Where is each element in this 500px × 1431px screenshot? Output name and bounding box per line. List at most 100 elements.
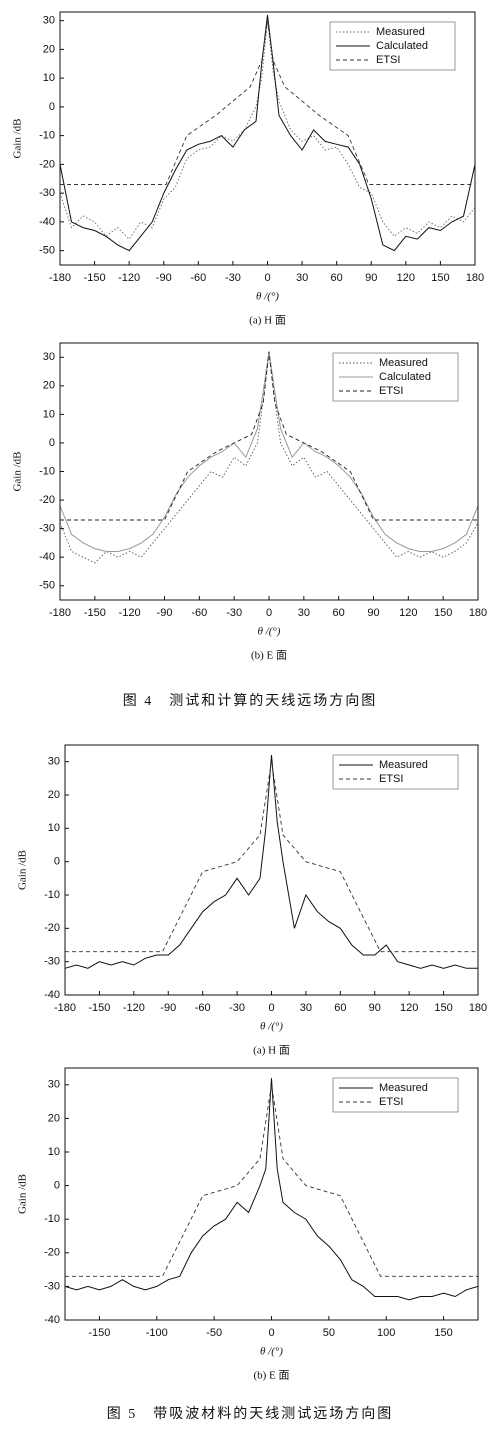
chart-caption: (b) E 面 (251, 650, 287, 662)
figure-caption: 图 4 测试和计算的天线远场方向图 (123, 693, 378, 709)
y-tick-label: -30 (44, 956, 60, 968)
x-tick-label: -90 (157, 607, 173, 619)
y-tick-label: -10 (39, 130, 55, 142)
y-tick-label: 0 (54, 856, 60, 868)
series-line (65, 1084, 478, 1277)
legend-box (332, 1077, 459, 1113)
series-line (59, 14, 476, 252)
x-tick-label: -90 (160, 1002, 176, 1014)
series-line (65, 761, 478, 953)
y-tick-label: -10 (44, 889, 60, 901)
y-tick-label: 20 (43, 43, 55, 55)
y-tick-label: 30 (43, 351, 55, 363)
x-tick-label: 60 (333, 607, 345, 619)
x-tick-label: 50 (323, 1327, 335, 1339)
y-tick-label: 30 (43, 15, 55, 27)
figure-caption: 图 5 带吸波材料的天线测试远场方向图 (107, 1406, 394, 1422)
series-line (60, 351, 478, 521)
x-tick-label: -60 (191, 607, 207, 619)
y-axis-label: Gain /dB (12, 118, 24, 158)
x-tick-label: 150 (434, 1327, 452, 1339)
x-tick-label: 60 (334, 1002, 346, 1014)
x-tick-label: 120 (400, 1002, 418, 1014)
y-tick-label: -10 (39, 465, 55, 477)
x-tick-label: 0 (266, 607, 272, 619)
y-tick-label: 30 (48, 756, 60, 768)
x-tick-label: -60 (190, 272, 206, 284)
x-tick-label: -180 (49, 607, 71, 619)
y-tick-label: -20 (44, 922, 60, 934)
x-tick-label: 180 (469, 1002, 487, 1014)
x-tick-label: 120 (399, 607, 417, 619)
x-tick-label: -150 (84, 607, 106, 619)
legend-label: Measured (376, 26, 425, 38)
x-axis-label: θ /(°) (260, 1021, 283, 1033)
y-tick-label: 10 (48, 1146, 60, 1158)
x-tick-label: 150 (434, 607, 452, 619)
x-tick-label: 180 (466, 272, 484, 284)
x-tick-label: -150 (88, 1002, 110, 1014)
x-tick-label: -120 (119, 607, 141, 619)
y-tick-label: -40 (39, 216, 55, 228)
y-tick-label: 20 (43, 380, 55, 392)
y-tick-label: -40 (44, 989, 60, 1001)
y-tick-label: 0 (49, 437, 55, 449)
y-tick-label: -20 (44, 1247, 60, 1259)
y-tick-label: 10 (43, 72, 55, 84)
plot-frame (59, 342, 479, 601)
legend-label: Measured (379, 357, 428, 369)
x-tick-label: 180 (469, 607, 487, 619)
y-tick-label: -30 (44, 1280, 60, 1292)
legend-label: ETSI (379, 773, 403, 785)
y-tick-label: -30 (39, 187, 55, 199)
plot-frame (59, 11, 476, 266)
x-tick-label: 90 (367, 607, 379, 619)
y-tick-label: -40 (44, 1314, 60, 1326)
x-tick-label: 60 (331, 272, 343, 284)
y-tick-label: -40 (39, 551, 55, 563)
x-tick-label: -180 (49, 272, 71, 284)
x-axis-label: θ /(°) (256, 291, 279, 303)
y-axis-label: Gain /dB (12, 451, 24, 491)
x-tick-label: -30 (226, 607, 242, 619)
x-tick-label: -120 (118, 272, 140, 284)
y-tick-label: -30 (39, 523, 55, 535)
y-tick-label: 20 (48, 1112, 60, 1124)
legend-label: Measured (379, 759, 428, 771)
x-tick-label: 100 (377, 1327, 395, 1339)
x-axis-label: θ /(°) (258, 626, 281, 638)
legend-label: Calculated (376, 40, 428, 52)
x-tick-label: 0 (268, 1002, 274, 1014)
series-line (64, 754, 478, 969)
x-tick-label: 30 (298, 607, 310, 619)
y-tick-label: 0 (49, 101, 55, 113)
x-tick-label: 30 (296, 272, 308, 284)
x-tick-label: -180 (54, 1002, 76, 1014)
y-tick-label: 30 (48, 1079, 60, 1091)
series-line (64, 1078, 479, 1301)
y-tick-label: -20 (39, 494, 55, 506)
legend-label: Measured (379, 1082, 428, 1094)
x-tick-label: -90 (156, 272, 172, 284)
x-axis-label: θ /(°) (260, 1346, 283, 1358)
x-tick-label: -30 (225, 272, 241, 284)
x-tick-label: 0 (268, 1327, 274, 1339)
y-tick-label: -10 (44, 1213, 60, 1225)
x-tick-label: 90 (369, 1002, 381, 1014)
x-tick-label: 0 (264, 272, 270, 284)
legend-box (332, 754, 459, 790)
x-tick-label: -60 (195, 1002, 211, 1014)
series-line (59, 354, 479, 564)
x-tick-label: 90 (365, 272, 377, 284)
y-tick-label: 20 (48, 789, 60, 801)
x-tick-label: -120 (123, 1002, 145, 1014)
x-tick-label: -150 (88, 1327, 110, 1339)
x-tick-label: 150 (431, 272, 449, 284)
y-tick-label: -50 (39, 580, 55, 592)
series-line (60, 20, 475, 185)
plot-frame (64, 1067, 479, 1321)
y-tick-label: 0 (54, 1180, 60, 1192)
x-tick-label: -50 (206, 1327, 222, 1339)
chart-caption: (b) E 面 (253, 1370, 289, 1382)
x-tick-label: -150 (84, 272, 106, 284)
